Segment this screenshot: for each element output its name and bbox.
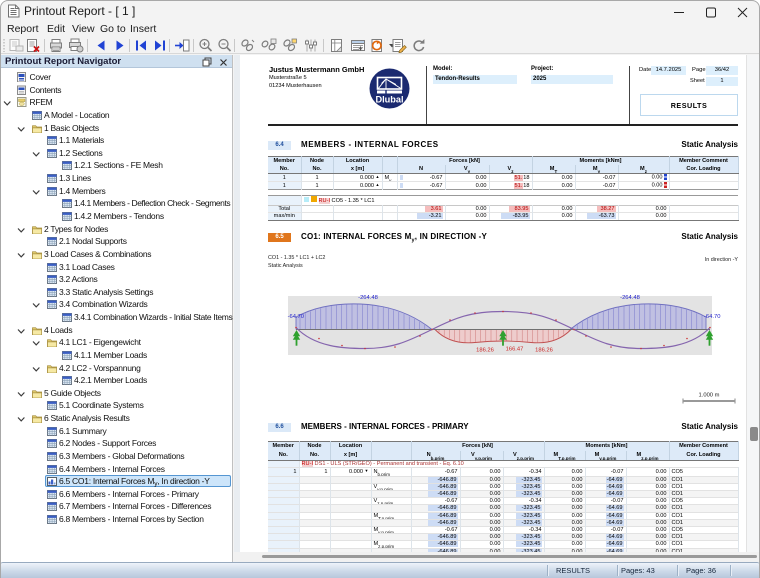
svg-text:186.26: 186.26 [535,348,553,354]
svg-text:186.26: 186.26 [476,348,494,354]
svg-text:-64.70: -64.70 [704,314,720,320]
svg-text:Dlubal: Dlubal [375,95,403,105]
svg-text:166.47: 166.47 [506,347,524,353]
svg-text:-264.48: -264.48 [620,295,640,301]
svg-text:-264.48: -264.48 [358,295,378,301]
svg-text:1.000 m: 1.000 m [699,393,720,399]
svg-text:-64.70: -64.70 [288,314,304,320]
